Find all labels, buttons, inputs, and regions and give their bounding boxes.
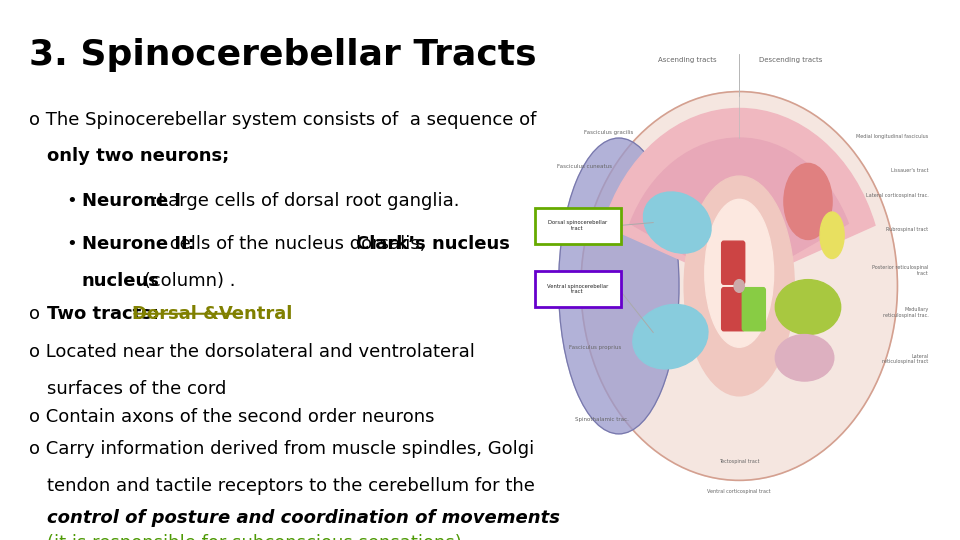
Text: Lissauer's tract: Lissauer's tract: [891, 168, 928, 173]
Text: Ascending tracts: Ascending tracts: [659, 57, 717, 63]
Text: Lateral
reticulospinal tract: Lateral reticulospinal tract: [882, 354, 928, 364]
Ellipse shape: [784, 164, 832, 239]
Text: Spinothalamic trac.: Spinothalamic trac.: [575, 417, 629, 422]
Ellipse shape: [643, 192, 711, 253]
Text: Clark’s nucleus: Clark’s nucleus: [356, 235, 510, 253]
Text: Descending tracts: Descending tracts: [759, 57, 823, 63]
FancyBboxPatch shape: [722, 288, 745, 331]
Text: Rubrospinal tract: Rubrospinal tract: [886, 227, 928, 232]
FancyBboxPatch shape: [722, 241, 745, 284]
FancyBboxPatch shape: [535, 208, 620, 244]
Text: Lateral corticospinal trac.: Lateral corticospinal trac.: [866, 193, 928, 198]
Text: •: •: [67, 235, 84, 253]
Text: •: •: [67, 192, 84, 210]
Text: Fasciculus cuneatus: Fasciculus cuneatus: [557, 164, 612, 168]
Ellipse shape: [776, 335, 834, 381]
Text: nucleus: nucleus: [82, 272, 159, 289]
Text: Neurone I: Neurone I: [82, 192, 180, 210]
Ellipse shape: [776, 280, 841, 335]
Text: Posterior reticulospinal
tract: Posterior reticulospinal tract: [872, 265, 928, 275]
Text: Fasciculus proprius: Fasciculus proprius: [568, 346, 621, 350]
Wedge shape: [630, 138, 849, 286]
Text: Ventral spinocerebellar
tract: Ventral spinocerebellar tract: [547, 284, 609, 294]
Text: 3. Spinocerebellar Tracts: 3. Spinocerebellar Tracts: [29, 38, 537, 72]
Text: o The Spinocerebellar system consists of  a sequence of: o The Spinocerebellar system consists of…: [29, 111, 537, 129]
FancyBboxPatch shape: [535, 271, 620, 307]
Text: :Large cells of dorsal root ganglia.: :Large cells of dorsal root ganglia.: [152, 192, 459, 210]
Text: Neurone II:: Neurone II:: [82, 235, 194, 253]
Text: only two neurons;: only two neurons;: [47, 147, 229, 165]
Text: Dorsal spinocerebellar
tract: Dorsal spinocerebellar tract: [548, 220, 607, 231]
Ellipse shape: [705, 199, 774, 347]
Text: o: o: [29, 305, 45, 323]
Text: tendon and tactile receptors to the cerebellum for the: tendon and tactile receptors to the cere…: [47, 477, 535, 495]
Text: Ventral corticospinal tract: Ventral corticospinal tract: [708, 489, 771, 494]
Text: surfaces of the cord: surfaces of the cord: [47, 380, 227, 397]
Text: control of posture and coordination of movements: control of posture and coordination of m…: [47, 509, 560, 527]
Ellipse shape: [684, 176, 794, 396]
Text: Medullary
reticulospinal trac.: Medullary reticulospinal trac.: [882, 307, 928, 318]
Text: Dorsal &Ventral: Dorsal &Ventral: [132, 305, 292, 323]
Text: Fasciculus gracilis: Fasciculus gracilis: [584, 130, 633, 135]
Text: o Located near the dorsolateral and ventrolateral: o Located near the dorsolateral and vent…: [29, 343, 474, 361]
FancyBboxPatch shape: [742, 288, 765, 331]
Ellipse shape: [820, 212, 844, 259]
Ellipse shape: [633, 305, 708, 369]
Text: Two tracts:: Two tracts:: [47, 305, 165, 323]
Text: (column) .: (column) .: [138, 272, 236, 289]
Ellipse shape: [734, 280, 744, 292]
Wedge shape: [604, 109, 875, 286]
Ellipse shape: [581, 92, 898, 481]
Text: (it is responsible for subconscious sensations): (it is responsible for subconscious sens…: [47, 534, 462, 540]
Text: o Carry information derived from muscle spindles, Golgi: o Carry information derived from muscle …: [29, 440, 534, 458]
Text: .: .: [410, 509, 421, 527]
Text: o Contain axons of the second order neurons: o Contain axons of the second order neur…: [29, 408, 434, 426]
Text: cells of the nucleus dorsalis;: cells of the nucleus dorsalis;: [164, 235, 432, 253]
Text: Tectospinal tract: Tectospinal tract: [719, 460, 759, 464]
Text: Medial longitudinal fasciculus: Medial longitudinal fasciculus: [856, 134, 928, 139]
Ellipse shape: [559, 138, 679, 434]
